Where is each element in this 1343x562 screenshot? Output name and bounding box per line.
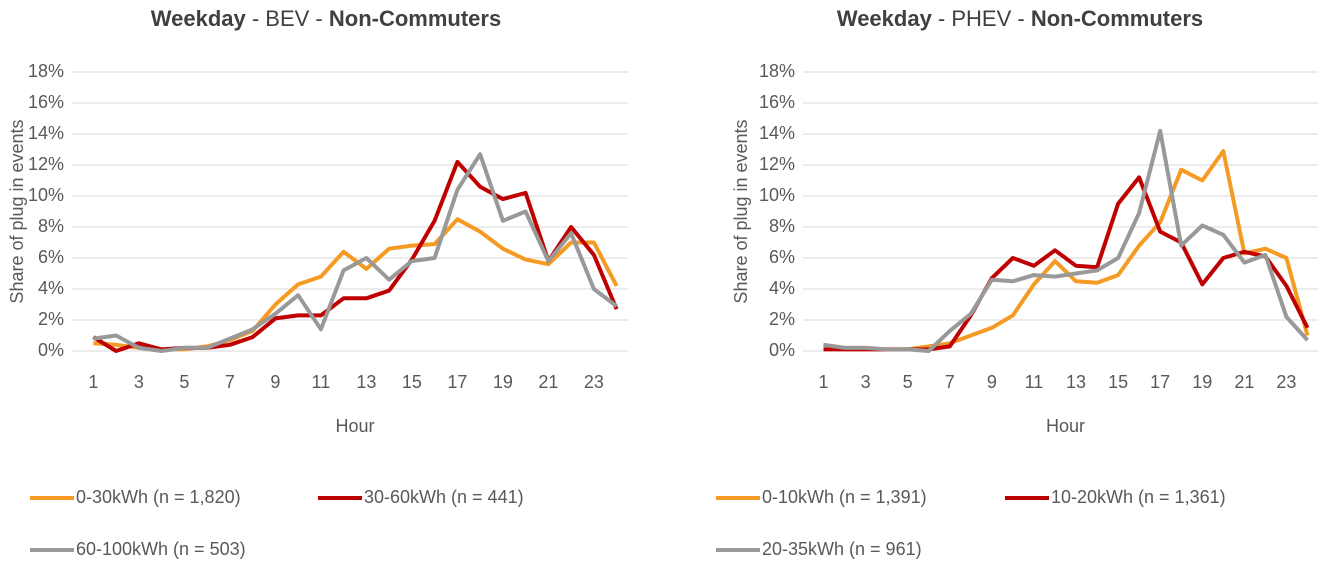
y-tick-label: 12% [28,154,64,174]
chart-title: Weekday - PHEV - Non-Commuters [837,6,1203,31]
y-tick-label: 6% [38,247,64,267]
y-axis-label: Share of plug in events [7,119,27,303]
x-tick-label: 3 [861,372,871,392]
x-tick-label: 21 [1234,372,1254,392]
y-tick-label: 2% [769,309,795,329]
y-tick-label: 18% [28,61,64,81]
x-tick-label: 9 [270,372,280,392]
legend-label: 0-30kWh (n = 1,820) [76,487,241,507]
legend-label: 0-10kWh (n = 1,391) [762,487,927,507]
x-tick-label: 19 [493,372,513,392]
x-tick-label: 11 [1025,372,1044,392]
chart-title: Weekday - BEV - Non-Commuters [151,6,501,31]
x-tick-label: 17 [1150,372,1170,392]
y-tick-label: 4% [38,278,64,298]
x-tick-label: 9 [987,372,997,392]
x-tick-label: 21 [538,372,558,392]
y-tick-label: 4% [769,278,795,298]
series-line [93,152,618,353]
x-tick-label: 23 [1276,372,1296,392]
series-line [92,159,619,353]
y-tick-label: 6% [769,247,795,267]
x-tick-label: 19 [1192,372,1212,392]
title-part: Weekday [151,6,247,31]
x-axis-label: Hour [335,416,374,436]
x-tick-label: 13 [356,372,376,392]
title-part: - PHEV - [932,6,1031,31]
x-tick-label: 5 [903,372,913,392]
x-tick-label: 15 [1108,372,1128,392]
y-tick-label: 8% [769,216,795,236]
y-tick-label: 0% [769,340,795,360]
x-tick-label: 23 [584,372,604,392]
x-tick-label: 17 [447,372,467,392]
y-tick-label: 0% [38,340,64,360]
title-part: Non-Commuters [329,6,501,31]
title-part: Weekday [837,6,933,31]
y-tick-label: 16% [759,92,795,112]
legend-label: 60-100kWh (n = 503) [76,539,246,559]
y-tick-label: 10% [28,185,64,205]
x-tick-label: 5 [179,372,189,392]
x-tick-label: 3 [134,372,144,392]
x-tick-label: 13 [1066,372,1086,392]
x-tick-label: 1 [88,372,98,392]
x-tick-label: 7 [225,372,235,392]
y-tick-label: 10% [759,185,795,205]
x-tick-label: 1 [819,372,829,392]
title-part: - BEV - [246,6,329,31]
series-line [823,128,1309,353]
title-part: Non-Commuters [1031,6,1203,31]
legend-label: 10-20kWh (n = 1,361) [1051,487,1226,507]
y-tick-label: 8% [38,216,64,236]
y-axis-label: Share of plug in events [731,119,751,303]
y-tick-label: 16% [28,92,64,112]
y-tick-label: 12% [759,154,795,174]
x-tick-label: 11 [312,372,331,392]
y-tick-label: 14% [28,123,64,143]
x-tick-label: 15 [402,372,422,392]
legend-label: 30-60kWh (n = 441) [364,487,524,507]
x-axis-label: Hour [1046,416,1085,436]
y-tick-label: 14% [759,123,795,143]
y-tick-label: 18% [759,61,795,81]
x-tick-label: 7 [945,372,955,392]
legend-label: 20-35kWh (n = 961) [762,539,922,559]
y-tick-label: 2% [38,309,64,329]
